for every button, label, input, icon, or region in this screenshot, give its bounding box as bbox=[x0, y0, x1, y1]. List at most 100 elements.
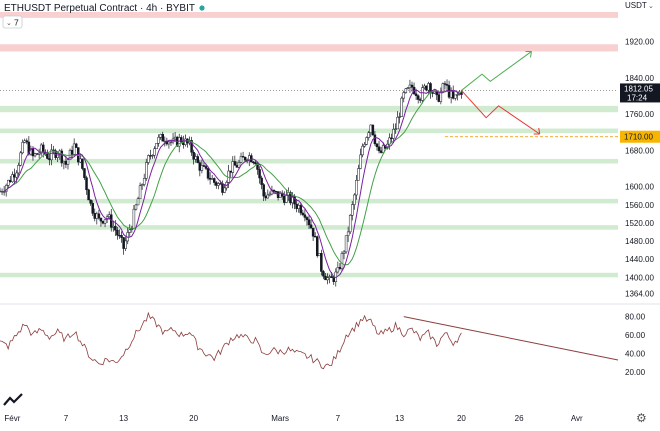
candle-down bbox=[283, 196, 286, 203]
time-tick-label: Mars bbox=[271, 414, 289, 423]
candle-up bbox=[394, 128, 397, 130]
time-tick-label: 26 bbox=[515, 414, 524, 423]
candle-down bbox=[437, 94, 441, 102]
candle-up bbox=[153, 148, 156, 156]
candle-up bbox=[433, 91, 436, 94]
candle-down bbox=[118, 234, 121, 237]
tradingview-logo bbox=[3, 393, 23, 406]
price-tick-label: 1600.00 bbox=[625, 183, 654, 192]
candle-down bbox=[35, 153, 39, 155]
rsi-divergence-trendline bbox=[403, 316, 619, 361]
candle-up bbox=[124, 240, 127, 249]
candle-up bbox=[355, 180, 358, 196]
candle-down bbox=[416, 95, 420, 100]
candle-down bbox=[48, 158, 51, 161]
candle-up bbox=[142, 178, 146, 185]
candle-down bbox=[208, 178, 212, 180]
candle-down bbox=[204, 166, 208, 169]
rsi-tick-label: 40.00 bbox=[625, 350, 646, 359]
candle-down bbox=[410, 84, 414, 88]
chart-title: ETHUSDT Perpetual Contract · 4h · BYBIT bbox=[4, 3, 195, 14]
candle-up bbox=[95, 213, 99, 219]
support-zone-5 bbox=[0, 272, 618, 278]
candle-down bbox=[258, 169, 261, 179]
candle-down bbox=[196, 156, 200, 163]
candle-up bbox=[210, 178, 214, 180]
candle-down bbox=[74, 143, 78, 148]
candle-down bbox=[322, 271, 325, 277]
candle-down bbox=[192, 152, 195, 160]
candle-up bbox=[194, 156, 197, 160]
candle-up bbox=[396, 117, 399, 130]
candle-up bbox=[406, 87, 410, 89]
time-axis: Févr 7 13 20 Mars 7 13 20 26 Avr bbox=[4, 414, 583, 423]
candle-up bbox=[266, 194, 270, 199]
candle-down bbox=[338, 267, 342, 269]
candle-up bbox=[155, 143, 158, 149]
candle-up bbox=[369, 124, 373, 133]
candle-down bbox=[31, 148, 35, 157]
candle-up bbox=[140, 184, 144, 186]
candle-up bbox=[107, 214, 111, 218]
live-status-dot bbox=[199, 5, 205, 11]
candle-up bbox=[346, 231, 350, 236]
candle-up bbox=[145, 162, 148, 179]
candle-down bbox=[293, 196, 296, 205]
candle-down bbox=[301, 212, 305, 215]
candle-down bbox=[431, 92, 434, 94]
bearish-scenario-arrow bbox=[461, 90, 541, 135]
candle-up bbox=[159, 134, 162, 138]
time-tick-label: 13 bbox=[395, 414, 404, 423]
bullish-scenario-arrow bbox=[461, 51, 532, 91]
candle-up bbox=[6, 179, 10, 186]
price-tick-label: 1480.00 bbox=[625, 237, 654, 246]
candle-down bbox=[451, 91, 455, 99]
candle-up bbox=[231, 161, 235, 173]
candle-up bbox=[66, 159, 70, 165]
candle-up bbox=[361, 145, 364, 156]
candle-down bbox=[445, 84, 449, 86]
candle-down bbox=[295, 203, 298, 209]
candle-down bbox=[307, 219, 311, 226]
candle-up bbox=[400, 97, 403, 117]
currency-label: USDT bbox=[625, 1, 647, 10]
candle-down bbox=[202, 165, 206, 167]
candle-up bbox=[388, 137, 391, 145]
candle-up bbox=[285, 194, 288, 203]
rsi-tick-label: 60.00 bbox=[625, 331, 646, 340]
time-tick-label: 20 bbox=[189, 414, 198, 423]
indicator-toggle[interactable]: ⌄ 7 bbox=[2, 15, 23, 29]
support-zone-0 bbox=[0, 105, 618, 113]
time-tick-label: 7 bbox=[64, 414, 69, 423]
candle-down bbox=[221, 183, 224, 193]
bullish-arrowhead bbox=[525, 50, 532, 58]
candle-down bbox=[262, 184, 265, 197]
candle-up bbox=[365, 137, 368, 145]
candle-down bbox=[93, 213, 97, 219]
price-tick-label: 1840.00 bbox=[625, 74, 654, 83]
gear-icon[interactable]: ⚙ bbox=[636, 411, 647, 425]
candle-up bbox=[23, 140, 26, 143]
candle-up bbox=[328, 276, 331, 278]
candle-down bbox=[46, 154, 49, 159]
candle-down bbox=[332, 277, 335, 282]
moving-average-fast bbox=[0, 88, 462, 278]
candle-down bbox=[320, 253, 323, 272]
candle-down bbox=[311, 227, 315, 237]
candle-down bbox=[161, 134, 164, 142]
candle-up bbox=[217, 183, 220, 186]
price-tick-label: 1364.00 bbox=[625, 290, 654, 299]
currency-selector[interactable]: USDT ⌄ bbox=[625, 1, 654, 10]
candle-down bbox=[89, 199, 92, 204]
candle-up bbox=[136, 198, 140, 206]
candle-down bbox=[198, 162, 202, 171]
candle-up bbox=[17, 165, 20, 174]
candle-down bbox=[190, 140, 193, 153]
candle-down bbox=[309, 224, 313, 229]
candle-down bbox=[60, 150, 64, 164]
candle-down bbox=[149, 155, 152, 157]
candle-down bbox=[81, 158, 84, 169]
